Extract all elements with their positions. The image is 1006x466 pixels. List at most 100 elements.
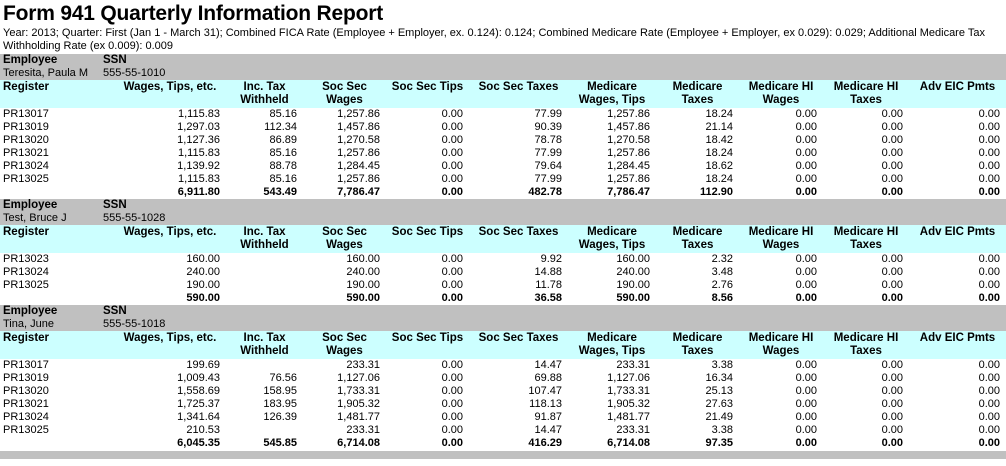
- table-row: PR13023 160.00 160.00 0.00 9.92 160.00 2.32 0.0…: [0, 253, 1006, 266]
- amount-cell: 0.00: [441, 266, 463, 278]
- amount-cell: 14.47: [534, 424, 562, 436]
- amount-cell: 36.58: [534, 292, 562, 304]
- employee-name: Test, Bruce J: [3, 212, 67, 224]
- column-header: Soc Sec Tips: [391, 226, 464, 238]
- amount-cell: 2.32: [711, 253, 733, 265]
- table-row: PR13024 1,341.64 126.39 1,481.77 0.00 91.87 1,…: [0, 411, 1006, 424]
- column-header: Medicare Taxes: [672, 81, 723, 106]
- amount-cell: 0.00: [441, 372, 463, 384]
- amount-cell: 0.00: [881, 372, 903, 384]
- amount-cell: 0.00: [881, 385, 903, 397]
- amount-cell: 69.88: [534, 372, 562, 384]
- amount-cell: 545.85: [263, 437, 297, 449]
- register-cell: PR13017: [3, 108, 49, 120]
- amount-cell: 543.49: [263, 186, 297, 198]
- amount-cell: 78.78: [534, 134, 562, 146]
- amount-cell: 0.00: [881, 398, 903, 410]
- amount-cell: 1,297.03: [177, 121, 220, 133]
- amount-cell: 0.00: [795, 279, 817, 291]
- amount-cell: 3.38: [711, 359, 733, 371]
- column-header: Medicare HI Taxes: [833, 81, 899, 106]
- amount-cell: 1,127.06: [607, 372, 650, 384]
- amount-cell: 1,115.83: [177, 108, 220, 120]
- amount-cell: 0.00: [441, 385, 463, 397]
- amount-cell: 0.00: [978, 108, 1000, 120]
- amount-cell: 1,115.83: [177, 173, 220, 185]
- employee-section: Employee SSN Tina, June 555-55-1018 Regi…: [0, 305, 1006, 450]
- table-row: PR13017 199.69 233.31 0.00 14.47 233.31 3.38 0.…: [0, 359, 1006, 372]
- employee-name: Tina, June: [3, 318, 54, 330]
- amount-cell: [226, 292, 303, 305]
- amount-cell: 0.00: [978, 121, 1000, 133]
- amount-cell: 1,457.86: [337, 121, 380, 133]
- column-header: Inc. Tax Withheld: [240, 226, 289, 251]
- amount-cell: 8.56: [711, 292, 733, 304]
- amount-cell: 0.00: [881, 186, 903, 198]
- amount-cell: 77.99: [534, 147, 562, 159]
- register-cell: PR13020: [3, 134, 49, 146]
- amount-cell: 77.99: [534, 108, 562, 120]
- table-row: PR13020 1,558.69 158.95 1,733.31 0.00 107.47 1…: [0, 385, 1006, 398]
- amount-cell: 0.00: [441, 411, 463, 423]
- column-header-row: Register Wages, Tips, etc. Inc. Tax Withhe…: [0, 331, 1006, 359]
- register-cell: PR13024: [3, 266, 49, 278]
- register-table: Register Wages, Tips, etc. Inc. Tax Withhe…: [0, 225, 1006, 305]
- amount-cell: 0.00: [795, 173, 817, 185]
- amount-cell: 1,481.77: [607, 411, 650, 423]
- amount-cell: 77.99: [534, 173, 562, 185]
- column-header: Soc Sec Tips: [391, 332, 464, 344]
- amount-cell: 0.00: [978, 147, 1000, 159]
- register-cell: PR13023: [3, 253, 49, 265]
- employee-ssn: 555-55-1010: [103, 67, 166, 79]
- amount-cell: 1,257.86: [607, 147, 650, 159]
- amount-cell: 6,714.08: [337, 437, 380, 449]
- amount-cell: 6,911.80: [177, 186, 220, 198]
- amount-cell: 0.00: [441, 253, 463, 265]
- amount-cell: 0.00: [881, 359, 903, 371]
- amount-cell: 233.31: [616, 424, 650, 436]
- amount-cell: 0.00: [978, 160, 1000, 172]
- report-title: Form 941 Quarterly Information Report: [3, 2, 384, 25]
- column-header: Adv EIC Pmts: [919, 332, 996, 344]
- register-cell: PR13017: [3, 359, 49, 371]
- employee-label: Employee: [3, 305, 58, 317]
- amount-cell: 240.00: [346, 266, 380, 278]
- column-header-row: Register Wages, Tips, etc. Inc. Tax Withhe…: [0, 80, 1006, 108]
- amount-cell: 1,481.77: [337, 411, 380, 423]
- amount-cell: 3.38: [711, 424, 733, 436]
- amount-cell: 0.00: [441, 359, 463, 371]
- amount-cell: 0.00: [441, 279, 463, 291]
- amount-cell: 0.00: [978, 173, 1000, 185]
- employee-ssn: 555-55-1018: [103, 318, 166, 330]
- amount-cell: 21.14: [705, 121, 733, 133]
- ssn-label: SSN: [103, 54, 127, 66]
- amount-cell: 0.00: [441, 147, 463, 159]
- amount-cell: 1,558.69: [177, 385, 220, 397]
- amount-cell: 0.00: [881, 437, 903, 449]
- amount-cell: 18.24: [705, 108, 733, 120]
- table-row: PR13024 1,139.92 88.78 1,284.45 0.00 79.64 1,2…: [0, 160, 1006, 173]
- amount-cell: 0.00: [881, 253, 903, 265]
- amount-cell: 240.00: [616, 266, 650, 278]
- amount-cell: 0.00: [795, 186, 817, 198]
- amount-cell: [226, 279, 303, 292]
- column-header: Soc Sec Tips: [391, 81, 464, 93]
- column-header: Soc Sec Wages: [322, 332, 367, 357]
- amount-cell: [226, 266, 303, 279]
- employee-label: Employee: [3, 54, 58, 66]
- register-table: Register Wages, Tips, etc. Inc. Tax Withhe…: [0, 331, 1006, 450]
- amount-cell: 1,270.58: [337, 134, 380, 146]
- column-header: Adv EIC Pmts: [919, 226, 996, 238]
- register-cell: PR13021: [3, 398, 49, 410]
- table-row: PR13021 1,725.37 183.95 1,905.32 0.00 118.13 1…: [0, 398, 1006, 411]
- register-cell: [0, 186, 114, 199]
- amount-cell: 190.00: [186, 279, 220, 291]
- table-row: PR13021 1,115.83 85.16 1,257.86 0.00 77.99 1,2…: [0, 147, 1006, 160]
- column-header: Inc. Tax Withheld: [240, 332, 289, 357]
- amount-cell: 160.00: [616, 253, 650, 265]
- amount-cell: 0.00: [441, 160, 463, 172]
- column-header: Medicare HI Taxes: [833, 226, 899, 251]
- amount-cell: 0.00: [441, 134, 463, 146]
- ssn-label: SSN: [103, 305, 127, 317]
- amount-cell: 0.00: [978, 385, 1000, 397]
